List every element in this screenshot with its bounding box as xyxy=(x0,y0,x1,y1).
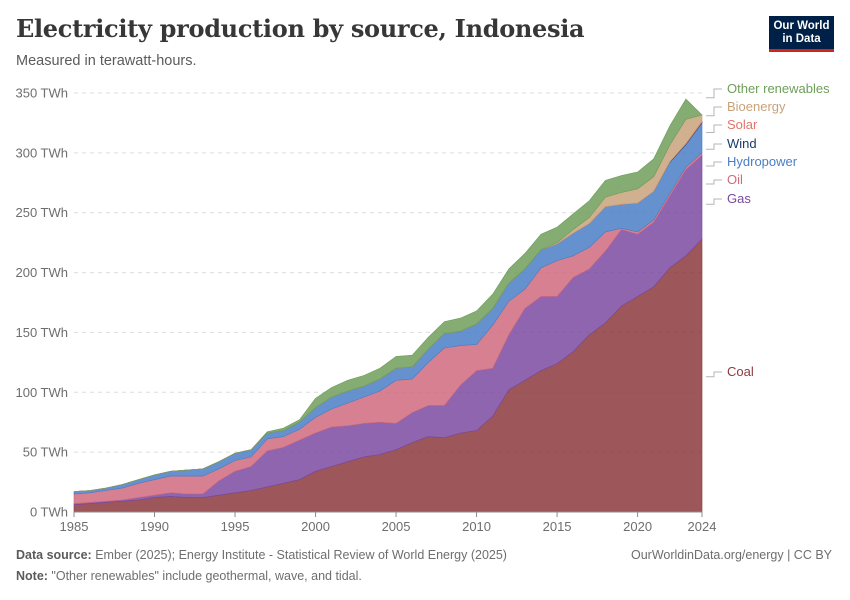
y-tick-label-100: 100 TWh xyxy=(15,385,68,400)
chart-title: Electricity production by source, Indone… xyxy=(16,14,585,43)
x-tick-label-2020: 2020 xyxy=(623,519,652,534)
legend-label-solar: Solar xyxy=(727,117,758,132)
y-tick-label-150: 150 TWh xyxy=(15,325,68,340)
logo-line-2: in Data xyxy=(782,33,821,45)
x-tick-label-1985: 1985 xyxy=(60,519,89,534)
legend-label-oil: Oil xyxy=(727,172,743,187)
x-tick-label-1990: 1990 xyxy=(140,519,169,534)
legend-connector-oil xyxy=(706,179,722,185)
source-label: Data source: xyxy=(16,548,92,562)
x-tick-label-2005: 2005 xyxy=(382,519,411,534)
area-other-renewables xyxy=(73,98,703,492)
y-tick-label-0: 0 TWh xyxy=(30,505,68,520)
chart-note: Note: "Other renewables" include geother… xyxy=(16,569,362,583)
x-tick-label-2015: 2015 xyxy=(543,519,572,534)
x-tick-label-2000: 2000 xyxy=(301,519,330,534)
y-tick-label-300: 300 TWh xyxy=(15,145,68,160)
legend-connector-wind xyxy=(706,143,722,150)
logo-line-1: Our World xyxy=(773,20,830,32)
x-tick-label-2024: 2024 xyxy=(688,519,717,534)
legend-label-hydropower: Hydropower xyxy=(727,154,798,169)
owid-logo[interactable]: Our World in Data xyxy=(769,16,834,52)
legend-label-gas: Gas xyxy=(727,191,751,206)
legend-label-bioenergy: Bioenergy xyxy=(727,99,786,114)
legend-connector-solar xyxy=(706,124,722,133)
chart-subtitle: Measured in terawatt-hours. xyxy=(16,53,197,69)
legend-connector-coal xyxy=(706,371,722,378)
legend-label-coal: Coal xyxy=(727,364,754,379)
source-text: Ember (2025); Energy Institute - Statist… xyxy=(91,548,507,562)
legend-connector-gas xyxy=(706,198,722,205)
credit-link[interactable]: OurWorldinData.org/energy | CC BY xyxy=(630,548,832,562)
legend-label-wind: Wind xyxy=(727,136,757,151)
legend-connector-other-renewables xyxy=(706,88,722,99)
y-tick-label-50: 50 TWh xyxy=(23,445,68,460)
y-tick-label-350: 350 TWh xyxy=(15,86,68,101)
note-label: Note: xyxy=(16,569,48,583)
legend-label-other-renewables: Other renewables xyxy=(727,81,830,96)
data-source: Data source: Ember (2025); Energy Instit… xyxy=(16,548,507,562)
legend-connector-hydropower xyxy=(706,161,722,167)
note-text: "Other renewables" include geothermal, w… xyxy=(47,569,362,583)
y-tick-label-200: 200 TWh xyxy=(15,265,68,280)
legend-connector-bioenergy xyxy=(706,106,722,117)
y-tick-label-250: 250 TWh xyxy=(15,205,68,220)
x-tick-label-2010: 2010 xyxy=(462,519,491,534)
x-tick-label-1995: 1995 xyxy=(221,519,250,534)
